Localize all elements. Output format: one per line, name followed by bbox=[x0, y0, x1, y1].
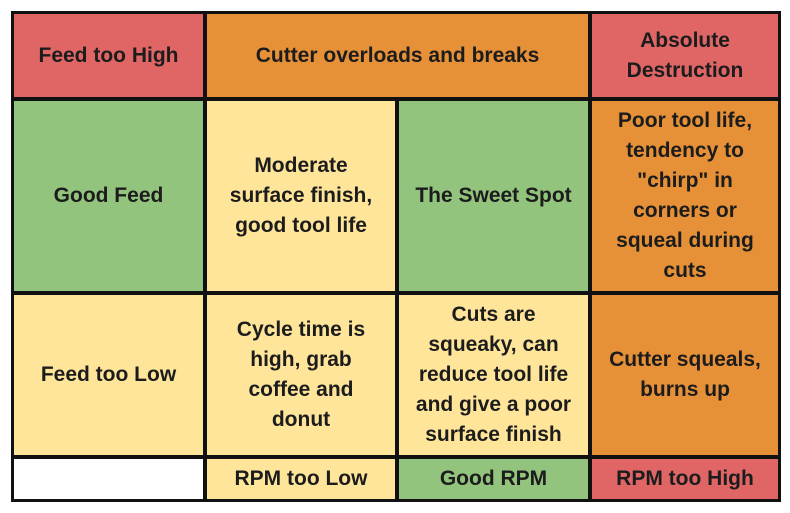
cell-feed-low-rpm-good: Cuts are squeaky, can reduce tool life a… bbox=[399, 295, 588, 455]
row-label-good-feed: Good Feed bbox=[14, 101, 203, 291]
column-label-rpm-too-low: RPM too Low bbox=[207, 459, 395, 499]
cell-feed-high-rpm-low-good: Cutter overloads and breaks bbox=[207, 14, 588, 97]
cell-sweet-spot: The Sweet Spot bbox=[399, 101, 588, 291]
corner-cell bbox=[14, 459, 203, 499]
cell-feed-high-rpm-high: Absolute Destruction bbox=[592, 14, 778, 97]
cell-good-feed-rpm-low: Moderate surface finish, good tool life bbox=[207, 101, 395, 291]
column-label-good-rpm: Good RPM bbox=[399, 459, 588, 499]
row-label-feed-too-high: Feed too High bbox=[14, 14, 203, 97]
row-label-feed-too-low: Feed too Low bbox=[14, 295, 203, 455]
cell-feed-low-rpm-low: Cycle time is high, grab coffee and donu… bbox=[207, 295, 395, 455]
feed-rpm-grid: Feed too High Cutter overloads and break… bbox=[11, 11, 781, 502]
column-label-rpm-too-high: RPM too High bbox=[592, 459, 778, 499]
cell-feed-low-rpm-high: Cutter squeals, burns up bbox=[592, 295, 778, 455]
cell-good-feed-rpm-high: Poor tool life, tendency to "chirp" in c… bbox=[592, 101, 778, 291]
